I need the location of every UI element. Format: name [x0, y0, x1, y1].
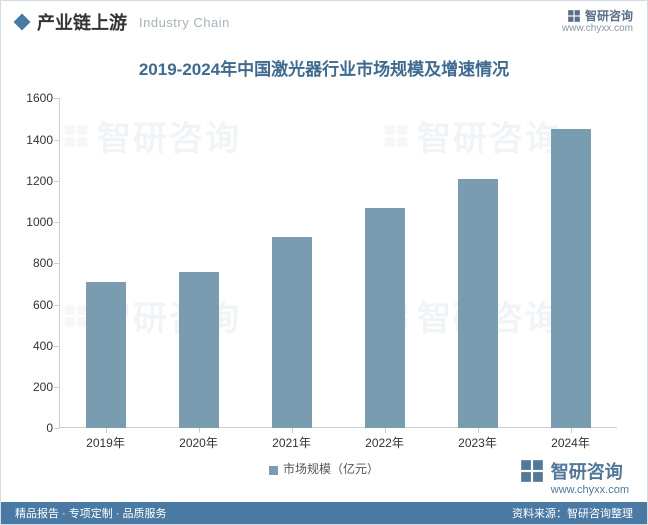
header-subtitle: Industry Chain — [139, 15, 230, 30]
y-axis-label: 1600 — [19, 91, 53, 105]
y-axis-label: 800 — [19, 256, 53, 270]
page-container: 智研咨询 智研咨询 智研咨询 智研咨询 产业链上游 Industry Chain… — [0, 0, 648, 525]
chart-title: 2019-2024年中国激光器行业市场规模及增速情况 — [1, 55, 647, 80]
x-axis-label: 2019年 — [86, 434, 125, 451]
header: 产业链上游 Industry Chain 智研咨询 www.chyxx.com — [1, 1, 647, 41]
y-axis-label: 600 — [19, 298, 53, 312]
brand-big-url: www.chyxx.com — [551, 484, 629, 496]
bars-container: 2019年2020年2021年2022年2023年2024年 — [59, 98, 617, 428]
y-axis-label: 400 — [19, 339, 53, 353]
bar-slot: 2024年 — [524, 98, 617, 428]
y-axis-label: 200 — [19, 380, 53, 394]
chart-area: 2019年2020年2021年2022年2023年2024年 020040060… — [59, 98, 617, 428]
bar — [365, 208, 405, 429]
brand-big: 智研咨询 www.chyxx.com — [519, 458, 629, 496]
bar-slot: 2023年 — [431, 98, 524, 428]
brand-name: 智研咨询 — [585, 9, 633, 23]
y-axis-tick — [54, 222, 59, 223]
bar — [551, 129, 591, 428]
x-axis-tick — [292, 428, 293, 433]
legend-label: 市场规模（亿元） — [283, 462, 379, 476]
bar-slot: 2020年 — [152, 98, 245, 428]
x-axis-label: 2022年 — [365, 434, 404, 451]
footer-right: 资料来源：智研咨询整理 — [512, 505, 633, 521]
x-axis-label: 2020年 — [179, 434, 218, 451]
x-axis-tick — [385, 428, 386, 433]
y-axis-tick — [54, 305, 59, 306]
plot: 2019年2020年2021年2022年2023年2024年 020040060… — [59, 98, 617, 428]
y-axis-tick — [54, 140, 59, 141]
footer-left: 精品报告 · 专项定制 · 品质服务 — [15, 505, 167, 521]
bar — [272, 237, 312, 429]
y-axis-tick — [54, 387, 59, 388]
bar-slot: 2019年 — [59, 98, 152, 428]
bar — [86, 282, 126, 428]
x-axis-tick — [106, 428, 107, 433]
x-axis-label: 2023年 — [458, 434, 497, 451]
brand-logo-icon — [567, 9, 581, 23]
y-axis-label: 1000 — [19, 215, 53, 229]
brand-big-logo-icon — [519, 458, 545, 484]
bar — [458, 179, 498, 429]
legend-swatch — [269, 466, 278, 475]
bar-slot: 2022年 — [338, 98, 431, 428]
y-axis-tick — [54, 98, 59, 99]
x-axis-label: 2021年 — [272, 434, 311, 451]
x-axis-tick — [571, 428, 572, 433]
header-left: 产业链上游 Industry Chain — [15, 9, 230, 35]
x-axis-label: 2024年 — [551, 434, 590, 451]
x-axis-tick — [478, 428, 479, 433]
y-axis-tick — [54, 263, 59, 264]
y-axis-tick — [54, 181, 59, 182]
footer: 精品报告 · 专项定制 · 品质服务 资料来源：智研咨询整理 — [1, 502, 647, 524]
y-axis-tick — [54, 346, 59, 347]
header-brand: 智研咨询 www.chyxx.com — [562, 9, 633, 35]
brand-url: www.chyxx.com — [562, 23, 633, 35]
y-axis-label: 1400 — [19, 133, 53, 147]
header-title: 产业链上游 — [37, 9, 127, 35]
y-axis-label: 0 — [19, 421, 53, 435]
y-axis-tick — [54, 428, 59, 429]
bar-slot: 2021年 — [245, 98, 338, 428]
bar — [179, 272, 219, 429]
y-axis-label: 1200 — [19, 174, 53, 188]
brand-big-name: 智研咨询 — [551, 458, 623, 484]
x-axis-tick — [199, 428, 200, 433]
diamond-icon — [15, 15, 29, 29]
